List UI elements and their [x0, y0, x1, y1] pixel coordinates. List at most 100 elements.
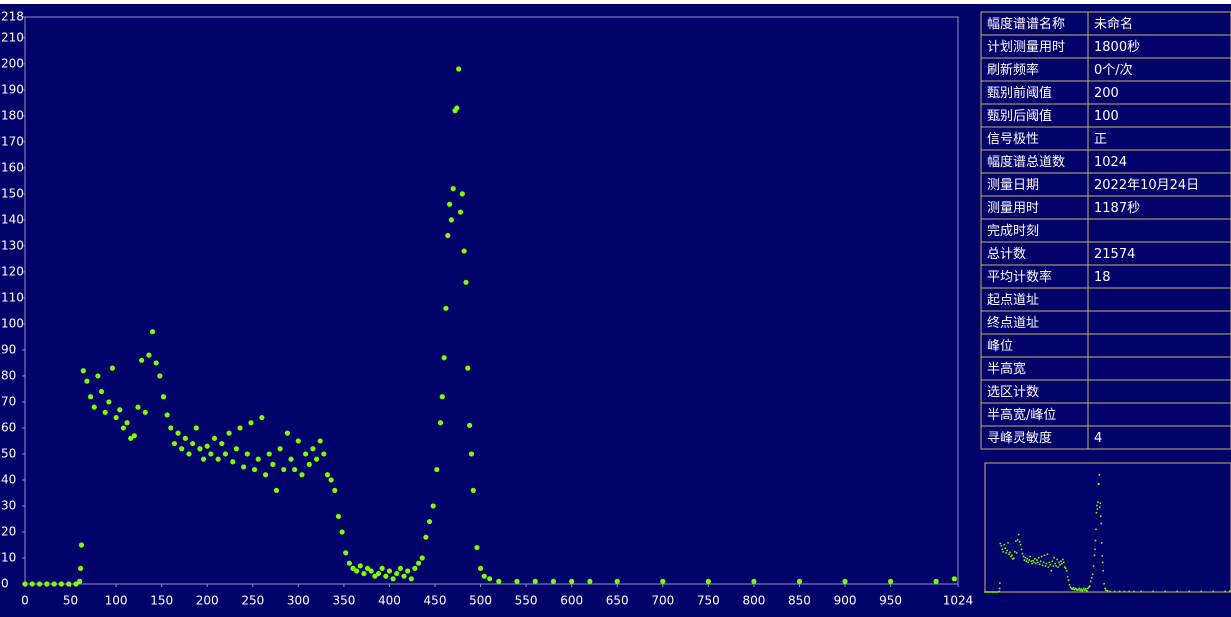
table-value: 0个/次: [1094, 62, 1133, 78]
overview-point: [1038, 556, 1040, 559]
point: [160, 394, 167, 400]
overview-point: [1009, 551, 1011, 554]
overview-point: [1106, 590, 1109, 592]
point: [84, 378, 90, 384]
point: [146, 352, 152, 358]
table-cell: [1087, 425, 1231, 450]
overview-frame: [984, 462, 1231, 593]
x-tick-label: 900: [834, 594, 857, 608]
overview-point: [1084, 589, 1086, 592]
overview-point: [999, 542, 1002, 545]
point: [222, 451, 229, 457]
point: [467, 422, 473, 428]
overview-point: [1005, 552, 1007, 554]
x-tick-label: 450: [424, 594, 447, 608]
overview-point: [1080, 588, 1082, 590]
overview-point: [1062, 561, 1065, 564]
y-tick-label: 80: [1, 368, 16, 382]
point: [88, 394, 94, 400]
overview-point: [1029, 555, 1031, 558]
overview-point: [1094, 548, 1096, 551]
overview-point: [1069, 586, 1072, 589]
point: [437, 420, 444, 426]
point: [149, 329, 156, 335]
overview-point: [1011, 554, 1013, 557]
y-tick-label: 70: [1, 394, 16, 408]
point: [131, 433, 137, 439]
overview-point: [1034, 558, 1036, 560]
point: [335, 513, 342, 519]
point: [168, 425, 174, 431]
overview-point: [1049, 563, 1052, 566]
x-tick-label: 550: [515, 594, 538, 608]
y-tick-label: 100: [1, 316, 24, 330]
point: [394, 570, 400, 577]
overview-point: [1010, 555, 1012, 558]
overview-point: [1071, 588, 1074, 590]
overview-point: [1068, 584, 1071, 586]
point: [796, 578, 803, 584]
point: [332, 487, 338, 493]
point: [481, 573, 487, 579]
overview-point: [991, 591, 994, 593]
y-tick-label: 200: [1, 56, 24, 70]
overview-point: [1100, 522, 1103, 525]
overview-point: [1007, 542, 1009, 544]
point: [175, 430, 181, 436]
point: [186, 451, 192, 457]
point: [386, 568, 393, 574]
table-cell: [1087, 379, 1231, 404]
point: [587, 578, 593, 584]
point: [426, 518, 433, 525]
point: [375, 570, 382, 577]
point: [171, 440, 178, 447]
point: [193, 425, 199, 431]
overview-point: [1081, 590, 1083, 592]
point: [550, 578, 557, 584]
overview-point: [1079, 589, 1081, 592]
overview-point: [1057, 566, 1059, 568]
point: [219, 440, 225, 447]
overview-point: [1027, 561, 1030, 564]
point: [164, 412, 170, 418]
point: [364, 565, 371, 571]
x-tick-label: 200: [196, 594, 219, 608]
y-tick-label: 170: [1, 134, 24, 148]
y-tick-label: 218: [1, 10, 24, 24]
overview-point: [1050, 569, 1053, 572]
point: [284, 430, 291, 436]
overview-point: [1097, 501, 1099, 503]
table-value: 2022年10月24日: [1094, 178, 1199, 193]
overview-point: [1101, 561, 1104, 564]
overview-point: [1063, 566, 1066, 568]
overview-point: [1091, 573, 1094, 576]
point: [200, 456, 207, 462]
point: [477, 565, 484, 571]
table-label: 终点道址: [987, 315, 1039, 331]
point: [36, 581, 43, 587]
x-tick-label: 950: [879, 594, 902, 608]
overview-point: [1101, 555, 1104, 557]
point: [457, 209, 464, 215]
overview-point: [1031, 562, 1033, 565]
point: [22, 581, 28, 587]
x-tick-label: 100: [105, 594, 128, 608]
overview-point: [1052, 565, 1055, 567]
point: [120, 425, 127, 431]
point: [211, 435, 218, 441]
overview-point: [1123, 590, 1126, 593]
y-tick-label: 120: [1, 264, 24, 278]
overview-point: [1039, 560, 1042, 563]
point: [102, 409, 108, 415]
point: [456, 66, 462, 72]
overview-point: [1095, 528, 1097, 531]
point: [350, 565, 356, 571]
overview-point: [1015, 552, 1018, 554]
y-tick-label: 40: [1, 472, 16, 486]
point: [328, 477, 334, 483]
overview-point: [1229, 590, 1231, 592]
overview-point: [1164, 590, 1166, 593]
point: [157, 373, 163, 379]
point: [465, 365, 471, 371]
